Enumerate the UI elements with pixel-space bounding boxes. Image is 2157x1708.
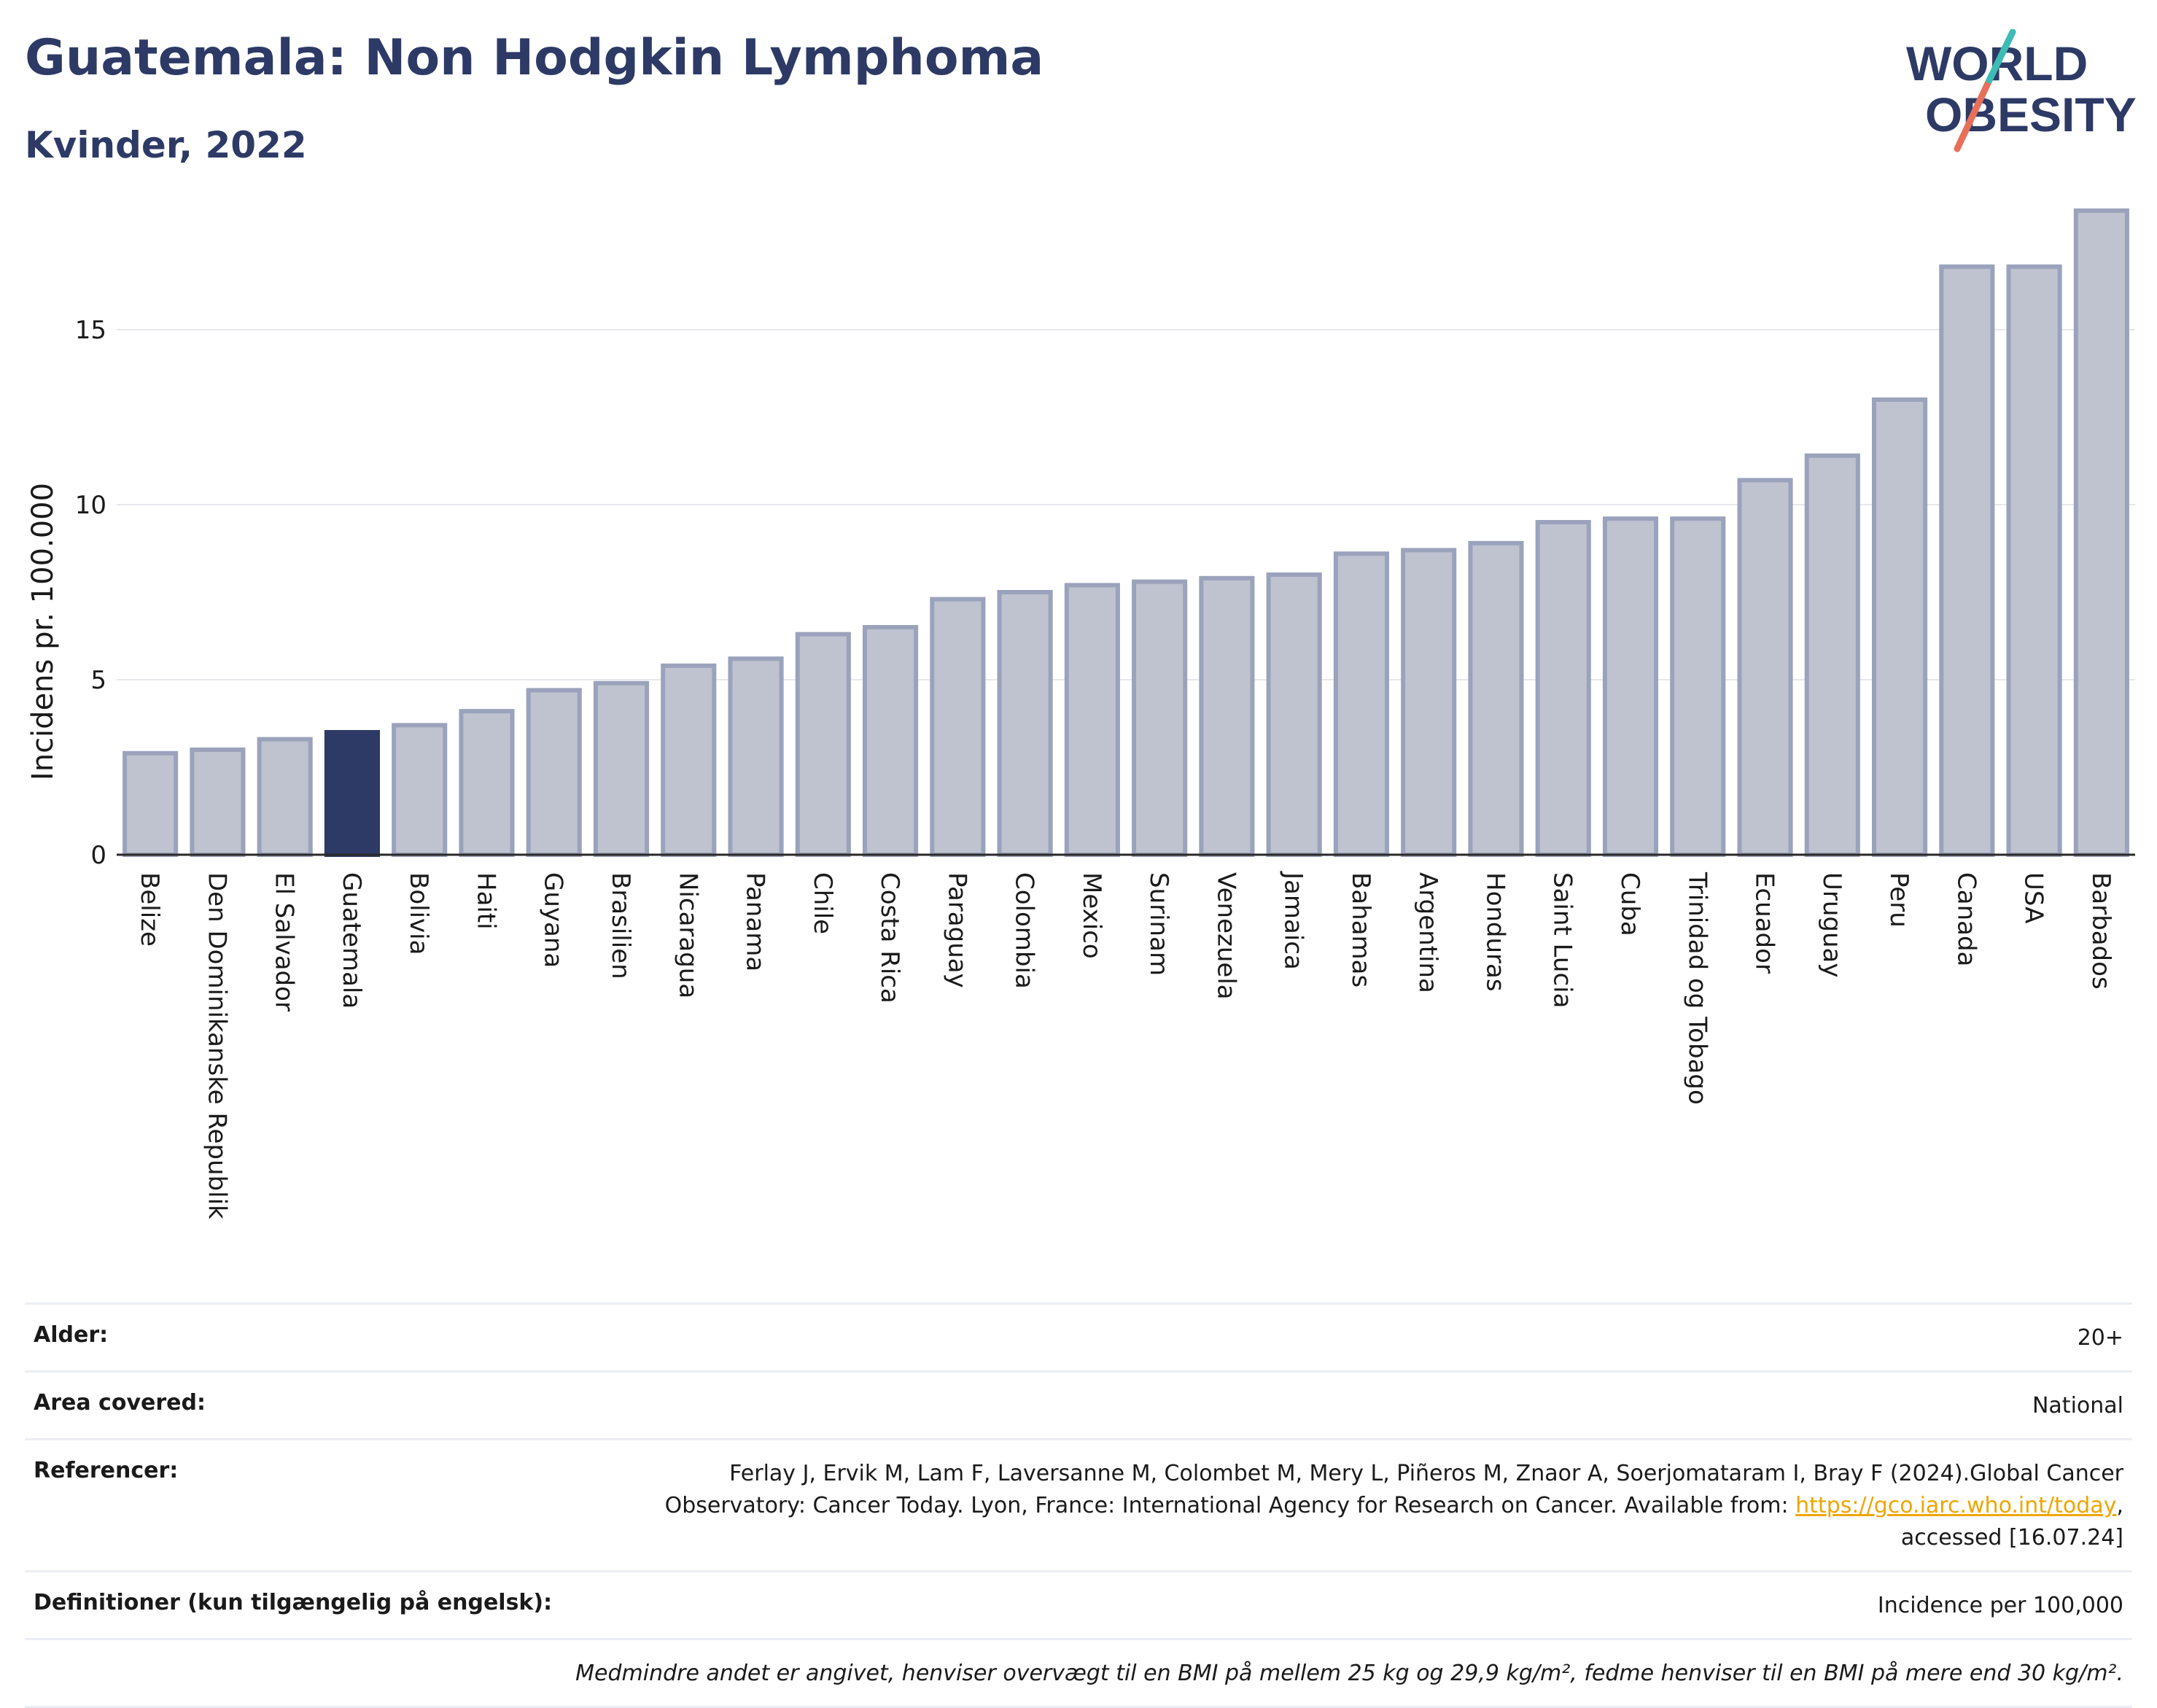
x-tick-label: Argentina	[1413, 872, 1442, 993]
x-tick-label: USA	[2019, 872, 2048, 923]
bar[interactable]	[190, 748, 246, 857]
area-row: Area covered: National	[25, 1370, 2132, 1438]
x-axis-labels: Belize Den Dominikanske Republik El Salvad…	[135, 871, 2115, 1219]
bar[interactable]	[1939, 264, 1995, 858]
info-table: Alder: 20+ Area covered: National Refere…	[25, 1303, 2132, 1708]
x-tick-label: Haiti	[471, 872, 500, 930]
bar[interactable]	[1670, 516, 1726, 857]
bar[interactable]	[392, 723, 448, 858]
bar[interactable]	[1199, 575, 1255, 857]
note-row: Medmindre andet er angivet, henviser ove…	[25, 1638, 2132, 1708]
bar[interactable]	[795, 632, 851, 857]
bar[interactable]	[593, 680, 650, 857]
x-tick-label: Canada	[1951, 872, 1981, 966]
x-tick-label: Barbados	[2086, 872, 2115, 990]
bar[interactable]	[2073, 208, 2129, 857]
age-value: 20+	[2077, 1325, 2123, 1351]
bar[interactable]	[863, 625, 919, 857]
x-tick-label: Guyana	[539, 872, 568, 968]
x-tick-label: Jamaica	[1279, 871, 1308, 970]
bar[interactable]	[728, 656, 784, 857]
x-tick-label: Surinam	[1144, 872, 1173, 976]
x-tick-label: Cuba	[1615, 872, 1644, 936]
references-value: Ferlay J, Ervik M, Lam F, Laversanne M, …	[665, 1458, 2123, 1554]
bar[interactable]	[997, 590, 1053, 857]
bar[interactable]	[324, 730, 380, 857]
definitions-label: Definitioner (kun tilgængelig på engelsk…	[34, 1590, 553, 1615]
reference-link[interactable]: https://gco.iarc.who.int/today	[1795, 1493, 2117, 1518]
bar[interactable]	[1333, 551, 1389, 857]
x-tick-label: Saint Lucia	[1548, 872, 1577, 1008]
x-tick-label: Panama	[741, 872, 770, 971]
reference-text: ,	[2116, 1493, 2123, 1518]
bar[interactable]	[1872, 397, 1928, 857]
references-row: Referencer: Ferlay J, Ervik M, Lam F, La…	[25, 1438, 2132, 1570]
x-tick-label: Mexico	[1077, 872, 1106, 959]
x-tick-label: Belize	[135, 872, 164, 947]
x-tick-label: Guatemala	[337, 872, 366, 1009]
x-tick-label: Brasilien	[606, 872, 635, 979]
y-axis-title: Incidens pr. 100.000	[26, 483, 60, 780]
bar[interactable]	[526, 688, 582, 858]
x-tick-label: Venezuela	[1211, 872, 1240, 1000]
bar[interactable]	[1468, 540, 1524, 857]
x-tick-label: Colombia	[1010, 872, 1039, 989]
reference-text: accessed [16.07.24]	[1900, 1525, 2123, 1550]
bar[interactable]	[930, 597, 986, 857]
definitions-row: Definitioner (kun tilgængelig på engelsk…	[25, 1570, 2132, 1638]
bar[interactable]	[257, 737, 313, 857]
bar[interactable]	[1535, 520, 1591, 857]
x-tick-label: Uruguay	[1817, 872, 1846, 978]
bars	[123, 208, 2129, 858]
reference-text: Observatory: Cancer Today. Lyon, France:…	[664, 1493, 1796, 1518]
bar[interactable]	[459, 709, 515, 858]
bar[interactable]	[1064, 583, 1120, 858]
x-tick-label: Honduras	[1480, 872, 1509, 992]
y-tick-label: 0	[90, 841, 106, 870]
gridlines	[117, 329, 2135, 680]
y-tick-label: 15	[75, 316, 106, 345]
bar[interactable]	[1737, 478, 1793, 857]
svg-text:OBESITY: OBESITY	[1925, 88, 2137, 141]
references-label: Referencer:	[34, 1458, 179, 1483]
page-title: Guatemala: Non Hodgkin Lymphoma	[25, 29, 1044, 87]
bar[interactable]	[123, 750, 179, 858]
definitions-value: Incidence per 100,000	[1877, 1593, 2123, 1618]
bar[interactable]	[2006, 264, 2062, 858]
age-row: Alder: 20+	[25, 1303, 2132, 1370]
page-subtitle: Kvinder, 2022	[25, 124, 307, 166]
x-tick-label: Peru	[1884, 872, 1913, 928]
y-axis-ticks: 0 5 10 15	[75, 316, 106, 870]
x-tick-label: Trinidad og Tobago	[1682, 872, 1711, 1105]
bmi-note: Medmindre andet er angivet, henviser ove…	[575, 1661, 2123, 1686]
bar[interactable]	[1132, 579, 1188, 857]
area-label: Area covered:	[34, 1390, 206, 1416]
bar[interactable]	[1602, 516, 1659, 857]
x-tick-label: El Salvador	[270, 872, 299, 1012]
x-tick-label: Costa Rica	[875, 872, 904, 1004]
x-tick-label: Den Dominikanske Republik	[202, 872, 231, 1219]
age-label: Alder:	[34, 1322, 109, 1348]
world-obesity-logo: WORLD OBESITY	[1906, 29, 2137, 152]
bar[interactable]	[1401, 548, 1457, 858]
area-value: National	[2032, 1393, 2123, 1418]
bar[interactable]	[661, 663, 717, 857]
y-tick-label: 5	[90, 666, 106, 695]
bar-chart: 0 5 10 15 Belize Den Dominikanske Republik El…	[26, 208, 2135, 1219]
x-tick-label: Bolivia	[404, 872, 433, 955]
reference-text: Ferlay J, Ervik M, Lam F, Laversanne M, …	[729, 1461, 2123, 1486]
bar[interactable]	[1804, 453, 1860, 857]
x-tick-label: Paraguay	[942, 872, 971, 988]
x-tick-label: Chile	[808, 872, 837, 934]
y-tick-label: 10	[75, 491, 106, 520]
x-tick-label: Nicaragua	[673, 872, 702, 998]
x-tick-label: Ecuador	[1750, 872, 1779, 974]
x-tick-label: Bahamas	[1346, 872, 1375, 987]
bar[interactable]	[1266, 572, 1322, 857]
